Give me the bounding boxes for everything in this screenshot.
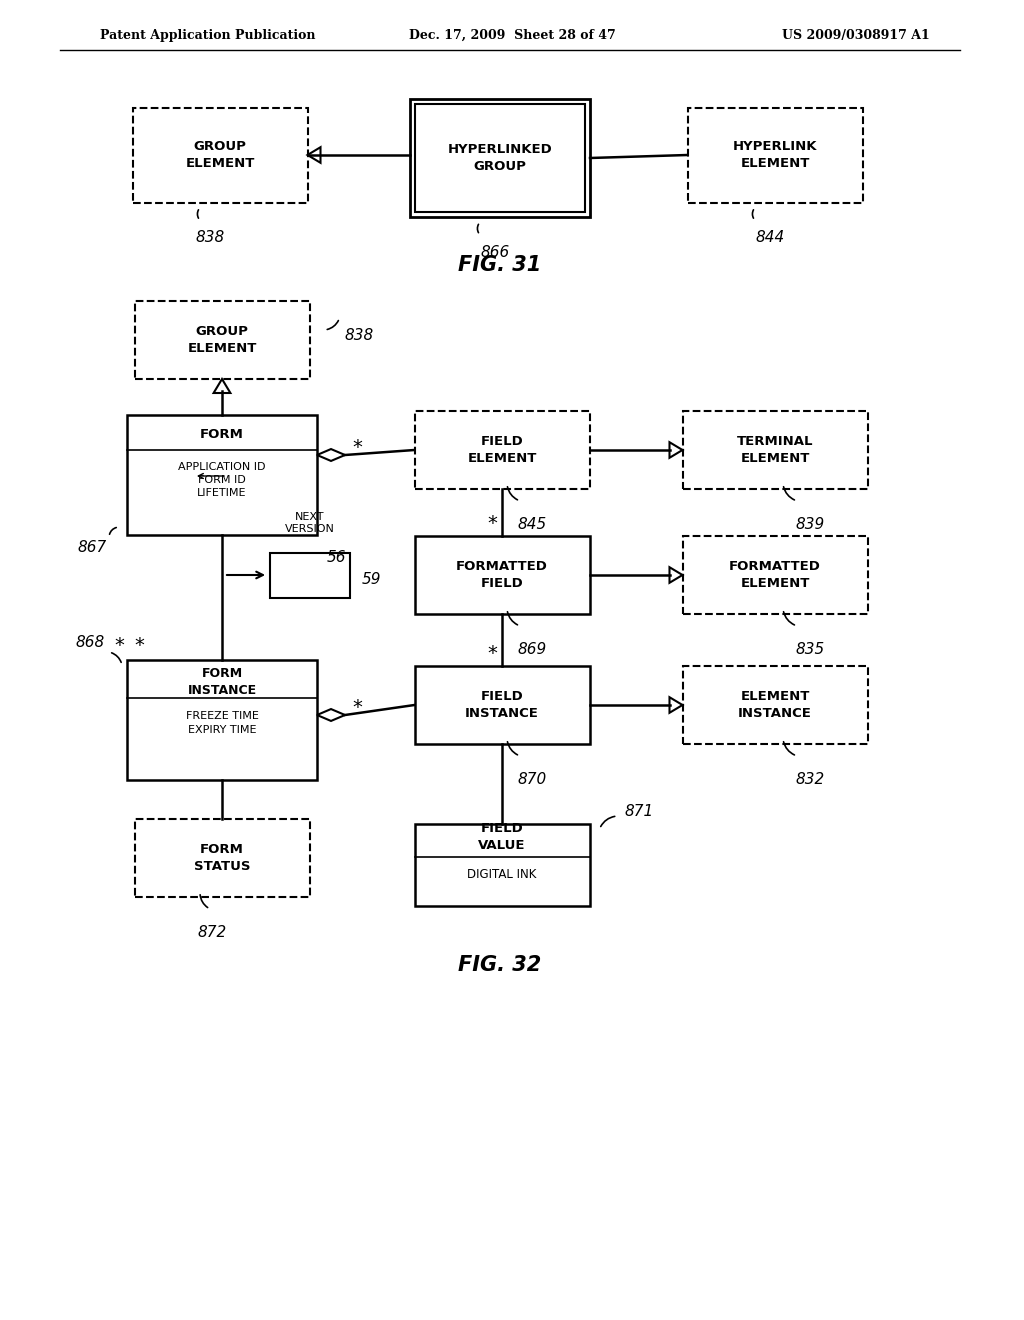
Polygon shape — [317, 709, 345, 721]
Text: GROUP
ELEMENT: GROUP ELEMENT — [185, 140, 255, 170]
Bar — [270, 553, 350, 598]
Bar — [683, 667, 867, 744]
Bar — [415, 104, 585, 213]
Bar — [415, 411, 590, 488]
Text: 845: 845 — [517, 517, 546, 532]
Bar — [683, 536, 867, 614]
Text: *: * — [487, 644, 497, 664]
Text: FORMATTED
FIELD: FORMATTED FIELD — [456, 560, 548, 590]
Text: 832: 832 — [795, 772, 824, 787]
Bar — [687, 107, 862, 202]
Bar — [127, 414, 317, 535]
Text: FORM: FORM — [200, 428, 244, 441]
Bar — [134, 818, 309, 898]
Bar — [132, 107, 307, 202]
Text: FREEZE TIME
EXPIRY TIME: FREEZE TIME EXPIRY TIME — [185, 711, 258, 735]
Text: 838: 838 — [196, 231, 224, 246]
Text: FIG. 32: FIG. 32 — [459, 954, 542, 975]
Text: HYPERLINKED
GROUP: HYPERLINKED GROUP — [447, 143, 552, 173]
Text: HYPERLINK
ELEMENT: HYPERLINK ELEMENT — [733, 140, 817, 170]
Bar — [415, 824, 590, 906]
Polygon shape — [214, 379, 230, 393]
Text: 869: 869 — [517, 642, 546, 657]
Text: *: * — [352, 437, 361, 457]
Text: NEXT
VERSION: NEXT VERSION — [285, 512, 335, 535]
Text: GROUP
ELEMENT: GROUP ELEMENT — [187, 325, 257, 355]
Text: *: * — [352, 697, 361, 717]
Text: FORM
INSTANCE: FORM INSTANCE — [187, 667, 257, 697]
Text: TERMINAL
ELEMENT: TERMINAL ELEMENT — [736, 436, 813, 465]
Text: *: * — [134, 635, 144, 655]
Text: FIELD
VALUE: FIELD VALUE — [478, 822, 525, 851]
Text: 59: 59 — [362, 573, 382, 587]
Text: 838: 838 — [344, 327, 374, 342]
Text: *: * — [114, 635, 124, 655]
Text: 866: 866 — [480, 246, 510, 260]
Bar — [410, 99, 590, 216]
Text: FORMATTED
ELEMENT: FORMATTED ELEMENT — [729, 560, 821, 590]
Polygon shape — [670, 697, 683, 713]
Bar — [415, 536, 590, 614]
Text: 839: 839 — [795, 517, 824, 532]
Text: 835: 835 — [795, 642, 824, 657]
Polygon shape — [317, 449, 345, 461]
Bar — [683, 411, 867, 488]
Text: FIELD
INSTANCE: FIELD INSTANCE — [465, 690, 539, 719]
Polygon shape — [670, 568, 683, 583]
Bar — [134, 301, 309, 379]
Text: 870: 870 — [517, 772, 546, 787]
Text: APPLICATION ID
FORM ID
LIFETIME: APPLICATION ID FORM ID LIFETIME — [178, 462, 266, 498]
Text: Dec. 17, 2009  Sheet 28 of 47: Dec. 17, 2009 Sheet 28 of 47 — [409, 29, 615, 41]
Text: 56: 56 — [327, 550, 346, 565]
Text: 844: 844 — [756, 231, 784, 246]
Text: 872: 872 — [198, 925, 226, 940]
Polygon shape — [670, 442, 683, 458]
Text: 871: 871 — [625, 804, 653, 818]
Text: FIG. 31: FIG. 31 — [459, 255, 542, 275]
Text: US 2009/0308917 A1: US 2009/0308917 A1 — [782, 29, 930, 41]
Text: 868: 868 — [76, 635, 105, 649]
Text: FORM
STATUS: FORM STATUS — [194, 843, 250, 873]
Text: ELEMENT
INSTANCE: ELEMENT INSTANCE — [738, 690, 812, 719]
Text: Patent Application Publication: Patent Application Publication — [100, 29, 315, 41]
Bar — [415, 667, 590, 744]
Text: DIGITAL INK: DIGITAL INK — [467, 867, 537, 880]
Text: FIELD
ELEMENT: FIELD ELEMENT — [467, 436, 537, 465]
Text: *: * — [487, 515, 497, 533]
Polygon shape — [307, 148, 321, 162]
Text: 867: 867 — [78, 540, 106, 554]
Bar — [127, 660, 317, 780]
